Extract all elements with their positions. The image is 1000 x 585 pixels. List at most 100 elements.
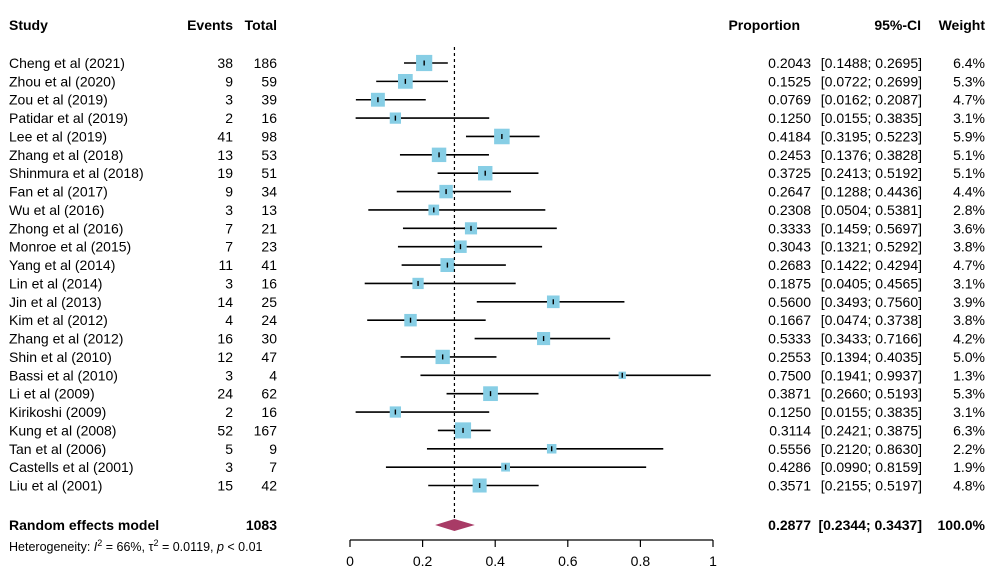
study-name: Shinmura et al (2018) <box>9 165 144 181</box>
study-ci: [0.2421; 0.3875] <box>821 422 922 438</box>
study-events: 15 <box>217 478 233 494</box>
study-ci: [0.1288; 0.4436] <box>821 184 922 200</box>
study-ci: [0.1321; 0.5292] <box>821 239 922 255</box>
study-ci: [0.2660; 0.5193] <box>821 386 922 402</box>
study-events: 3 <box>225 202 233 218</box>
heterogeneity-text: Heterogeneity: I2 = 66%, τ2 = 0.0119, p … <box>9 538 263 554</box>
study-ci: [0.1488; 0.2695] <box>821 55 922 71</box>
study-weight: 3.8% <box>953 239 985 255</box>
study-proportion: 0.5333 <box>768 331 811 347</box>
study-weight: 2.8% <box>953 202 985 218</box>
study-proportion: 0.2683 <box>768 257 811 273</box>
study-events: 19 <box>217 165 233 181</box>
study-events: 12 <box>217 349 233 365</box>
study-proportion: 0.3871 <box>768 386 811 402</box>
study-proportion: 0.3043 <box>768 239 811 255</box>
study-proportion: 0.1250 <box>768 110 811 126</box>
study-total: 41 <box>261 257 277 273</box>
study-weight: 3.6% <box>953 220 985 236</box>
x-tick-label: 1 <box>709 553 717 569</box>
study-total: 9 <box>269 441 277 457</box>
study-weight: 5.3% <box>953 386 985 402</box>
study-weight: 4.2% <box>953 331 985 347</box>
study-events: 13 <box>217 147 233 163</box>
summary-weight: 100.0% <box>938 517 986 533</box>
study-name: Zhang et al (2012) <box>9 331 123 347</box>
study-name: Wu et al (2016) <box>9 202 104 218</box>
study-total: 39 <box>261 92 277 108</box>
study-weight: 1.9% <box>953 459 985 475</box>
summary-label: Random effects model <box>9 517 159 533</box>
header-total: Total <box>245 17 277 33</box>
study-total: 25 <box>261 294 277 310</box>
study-ci: [0.1459; 0.5697] <box>821 220 922 236</box>
header-proportion: Proportion <box>728 17 800 33</box>
study-name: Yang et al (2014) <box>9 257 115 273</box>
study-events: 52 <box>217 422 233 438</box>
study-proportion: 0.2043 <box>768 55 811 71</box>
study-ci: [0.0155; 0.3835] <box>821 110 922 126</box>
study-total: 30 <box>261 331 277 347</box>
study-events: 14 <box>217 294 233 310</box>
study-events: 38 <box>217 55 233 71</box>
x-tick-label: 0 <box>346 553 354 569</box>
study-weight: 5.1% <box>953 165 985 181</box>
study-proportion: 0.3571 <box>768 478 811 494</box>
study-events: 3 <box>225 459 233 475</box>
study-weight: 3.9% <box>953 294 985 310</box>
study-events: 16 <box>217 331 233 347</box>
study-total: 42 <box>261 478 277 494</box>
study-events: 2 <box>225 110 233 126</box>
study-events: 9 <box>225 73 233 89</box>
study-weight: 2.2% <box>953 441 985 457</box>
study-weight: 4.7% <box>953 92 985 108</box>
study-name: Castells et al (2001) <box>9 459 134 475</box>
study-proportion: 0.3114 <box>769 422 811 438</box>
study-ci: [0.3195; 0.5223] <box>821 128 922 144</box>
study-events: 2 <box>225 404 233 420</box>
summary-diamond <box>435 519 475 531</box>
study-weight: 5.3% <box>953 73 985 89</box>
study-total: 21 <box>261 220 277 236</box>
study-proportion: 0.1875 <box>768 275 811 291</box>
header-weight: Weight <box>939 17 986 33</box>
study-events: 41 <box>217 128 233 144</box>
study-ci: [0.2413; 0.5192] <box>821 165 922 181</box>
study-ci: [0.0405; 0.4565] <box>821 275 922 291</box>
study-ci: [0.0504; 0.5381] <box>821 202 922 218</box>
study-proportion: 0.2647 <box>768 184 811 200</box>
study-total: 51 <box>261 165 277 181</box>
study-events: 24 <box>217 386 233 402</box>
study-ci: [0.2120; 0.8630] <box>821 441 922 457</box>
summary-proportion: 0.2877 <box>768 517 811 533</box>
study-total: 23 <box>261 239 277 255</box>
study-total: 4 <box>269 367 277 383</box>
study-proportion: 0.5600 <box>768 294 811 310</box>
study-proportion: 0.4286 <box>768 459 811 475</box>
study-proportion: 0.4184 <box>768 128 811 144</box>
study-weight: 1.3% <box>953 367 985 383</box>
header-ci: 95%-CI <box>874 17 921 33</box>
study-ci: [0.0474; 0.3738] <box>821 312 922 328</box>
study-ci: [0.0162; 0.2087] <box>821 92 922 108</box>
x-tick-label: 0.8 <box>631 553 651 569</box>
study-total: 167 <box>254 422 278 438</box>
study-events: 11 <box>218 257 233 273</box>
study-weight: 6.3% <box>953 422 985 438</box>
study-weight: 4.4% <box>953 184 985 200</box>
study-weight: 5.1% <box>953 147 985 163</box>
study-total: 16 <box>261 404 277 420</box>
study-name: Fan et al (2017) <box>9 184 108 200</box>
study-proportion: 0.1667 <box>768 312 811 328</box>
study-total: 53 <box>261 147 277 163</box>
study-events: 3 <box>225 92 233 108</box>
study-total: 16 <box>261 110 277 126</box>
study-proportion: 0.1525 <box>768 73 811 89</box>
study-name: Kung et al (2008) <box>9 422 116 438</box>
study-ci: [0.0722; 0.2699] <box>821 73 922 89</box>
study-weight: 3.1% <box>953 110 985 126</box>
study-ci: [0.3433; 0.7166] <box>821 331 922 347</box>
study-ci: [0.1422; 0.4294] <box>821 257 922 273</box>
study-weight: 4.8% <box>953 478 985 494</box>
